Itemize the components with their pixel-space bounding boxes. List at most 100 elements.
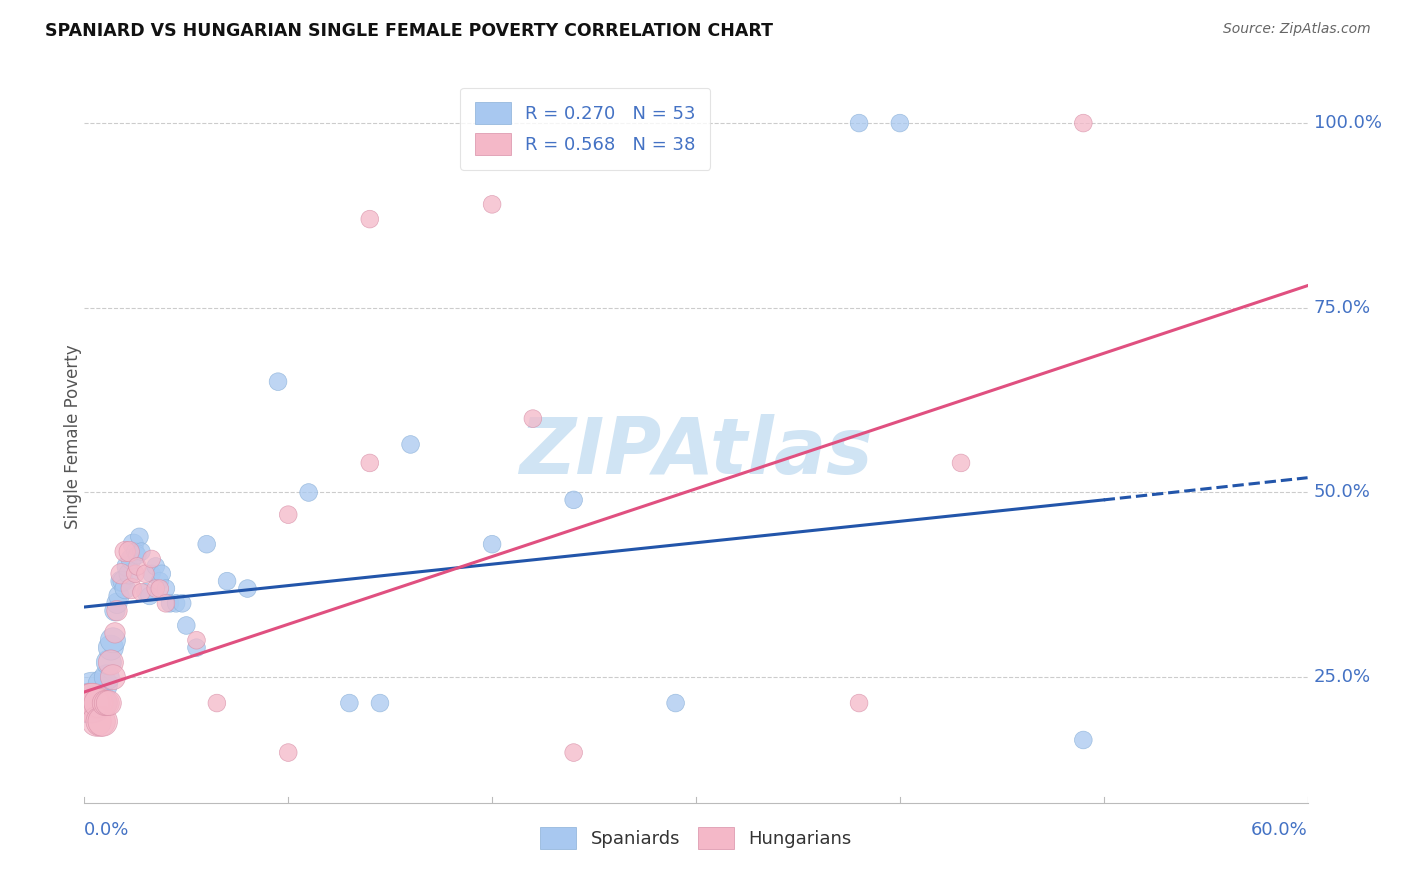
Point xyxy=(159,596,181,610)
Point xyxy=(93,696,115,710)
Text: 0.0%: 0.0% xyxy=(84,822,129,839)
Point xyxy=(135,566,157,581)
Point xyxy=(100,656,122,670)
Point xyxy=(562,746,585,760)
Point xyxy=(83,696,105,710)
Point xyxy=(149,582,172,596)
Point xyxy=(124,544,146,558)
Point xyxy=(90,714,112,729)
Point xyxy=(97,656,120,670)
Point xyxy=(104,604,127,618)
Point xyxy=(127,549,149,563)
Point xyxy=(100,640,122,655)
Point xyxy=(141,552,163,566)
Point xyxy=(481,197,503,211)
Text: 75.0%: 75.0% xyxy=(1313,299,1371,317)
Point xyxy=(91,677,114,691)
Point xyxy=(79,696,101,710)
Point xyxy=(87,692,110,706)
Point xyxy=(128,530,150,544)
Point xyxy=(145,582,167,596)
Point xyxy=(112,574,135,589)
Point xyxy=(122,537,145,551)
Point xyxy=(108,589,131,603)
Point xyxy=(82,696,104,710)
Point xyxy=(91,714,114,729)
Point xyxy=(522,411,544,425)
Point xyxy=(86,696,108,710)
Point xyxy=(267,375,290,389)
Point xyxy=(217,574,239,589)
Point xyxy=(889,116,911,130)
Point xyxy=(848,116,870,130)
Point xyxy=(1071,116,1094,130)
Text: 60.0%: 60.0% xyxy=(1251,822,1308,839)
Point xyxy=(97,696,120,710)
Point xyxy=(155,596,177,610)
Point xyxy=(104,625,127,640)
Point xyxy=(359,456,381,470)
Point xyxy=(339,696,360,710)
Point xyxy=(174,618,197,632)
Point xyxy=(77,696,100,710)
Point xyxy=(96,696,118,710)
Point xyxy=(205,696,228,710)
Point xyxy=(155,582,177,596)
Point xyxy=(87,696,110,710)
Point xyxy=(195,537,218,551)
Point xyxy=(150,566,173,581)
Point xyxy=(277,508,299,522)
Point xyxy=(82,685,104,699)
Point xyxy=(186,633,208,648)
Point xyxy=(79,696,101,710)
Text: SPANIARD VS HUNGARIAN SINGLE FEMALE POVERTY CORRELATION CHART: SPANIARD VS HUNGARIAN SINGLE FEMALE POVE… xyxy=(45,22,773,40)
Point xyxy=(101,633,124,648)
Point xyxy=(562,492,585,507)
Point xyxy=(131,544,153,558)
Point xyxy=(135,585,157,599)
Point xyxy=(118,544,141,558)
Point xyxy=(138,589,160,603)
Point xyxy=(120,552,142,566)
Text: Source: ZipAtlas.com: Source: ZipAtlas.com xyxy=(1223,22,1371,37)
Point xyxy=(236,582,259,596)
Point xyxy=(368,696,391,710)
Point xyxy=(131,585,153,599)
Point xyxy=(165,596,187,610)
Point xyxy=(399,437,422,451)
Point xyxy=(86,714,108,729)
Text: 100.0%: 100.0% xyxy=(1313,114,1382,132)
Point xyxy=(141,566,163,581)
Point xyxy=(101,670,124,684)
Point xyxy=(145,559,167,574)
Point xyxy=(120,582,142,596)
Point xyxy=(1071,733,1094,747)
Text: 25.0%: 25.0% xyxy=(1313,668,1371,686)
Point xyxy=(127,559,149,574)
Y-axis label: Single Female Poverty: Single Female Poverty xyxy=(65,345,82,529)
Point xyxy=(149,574,172,589)
Point xyxy=(664,696,686,710)
Text: ZIPAtlas: ZIPAtlas xyxy=(519,414,873,490)
Point xyxy=(118,566,141,581)
Point xyxy=(124,566,146,581)
Point xyxy=(96,670,118,684)
Point xyxy=(105,596,128,610)
Point xyxy=(93,696,115,710)
Point xyxy=(105,604,128,618)
Point xyxy=(848,696,870,710)
Point xyxy=(359,212,381,227)
Point xyxy=(114,544,136,558)
Point xyxy=(115,559,138,574)
Point xyxy=(277,746,299,760)
Legend: Spaniards, Hungarians: Spaniards, Hungarians xyxy=(533,820,859,856)
Point xyxy=(172,596,194,610)
Point xyxy=(83,696,105,710)
Text: 50.0%: 50.0% xyxy=(1313,483,1371,501)
Point xyxy=(110,566,132,581)
Point xyxy=(114,582,136,596)
Point xyxy=(110,574,132,589)
Point xyxy=(950,456,973,470)
Point xyxy=(298,485,321,500)
Point xyxy=(481,537,503,551)
